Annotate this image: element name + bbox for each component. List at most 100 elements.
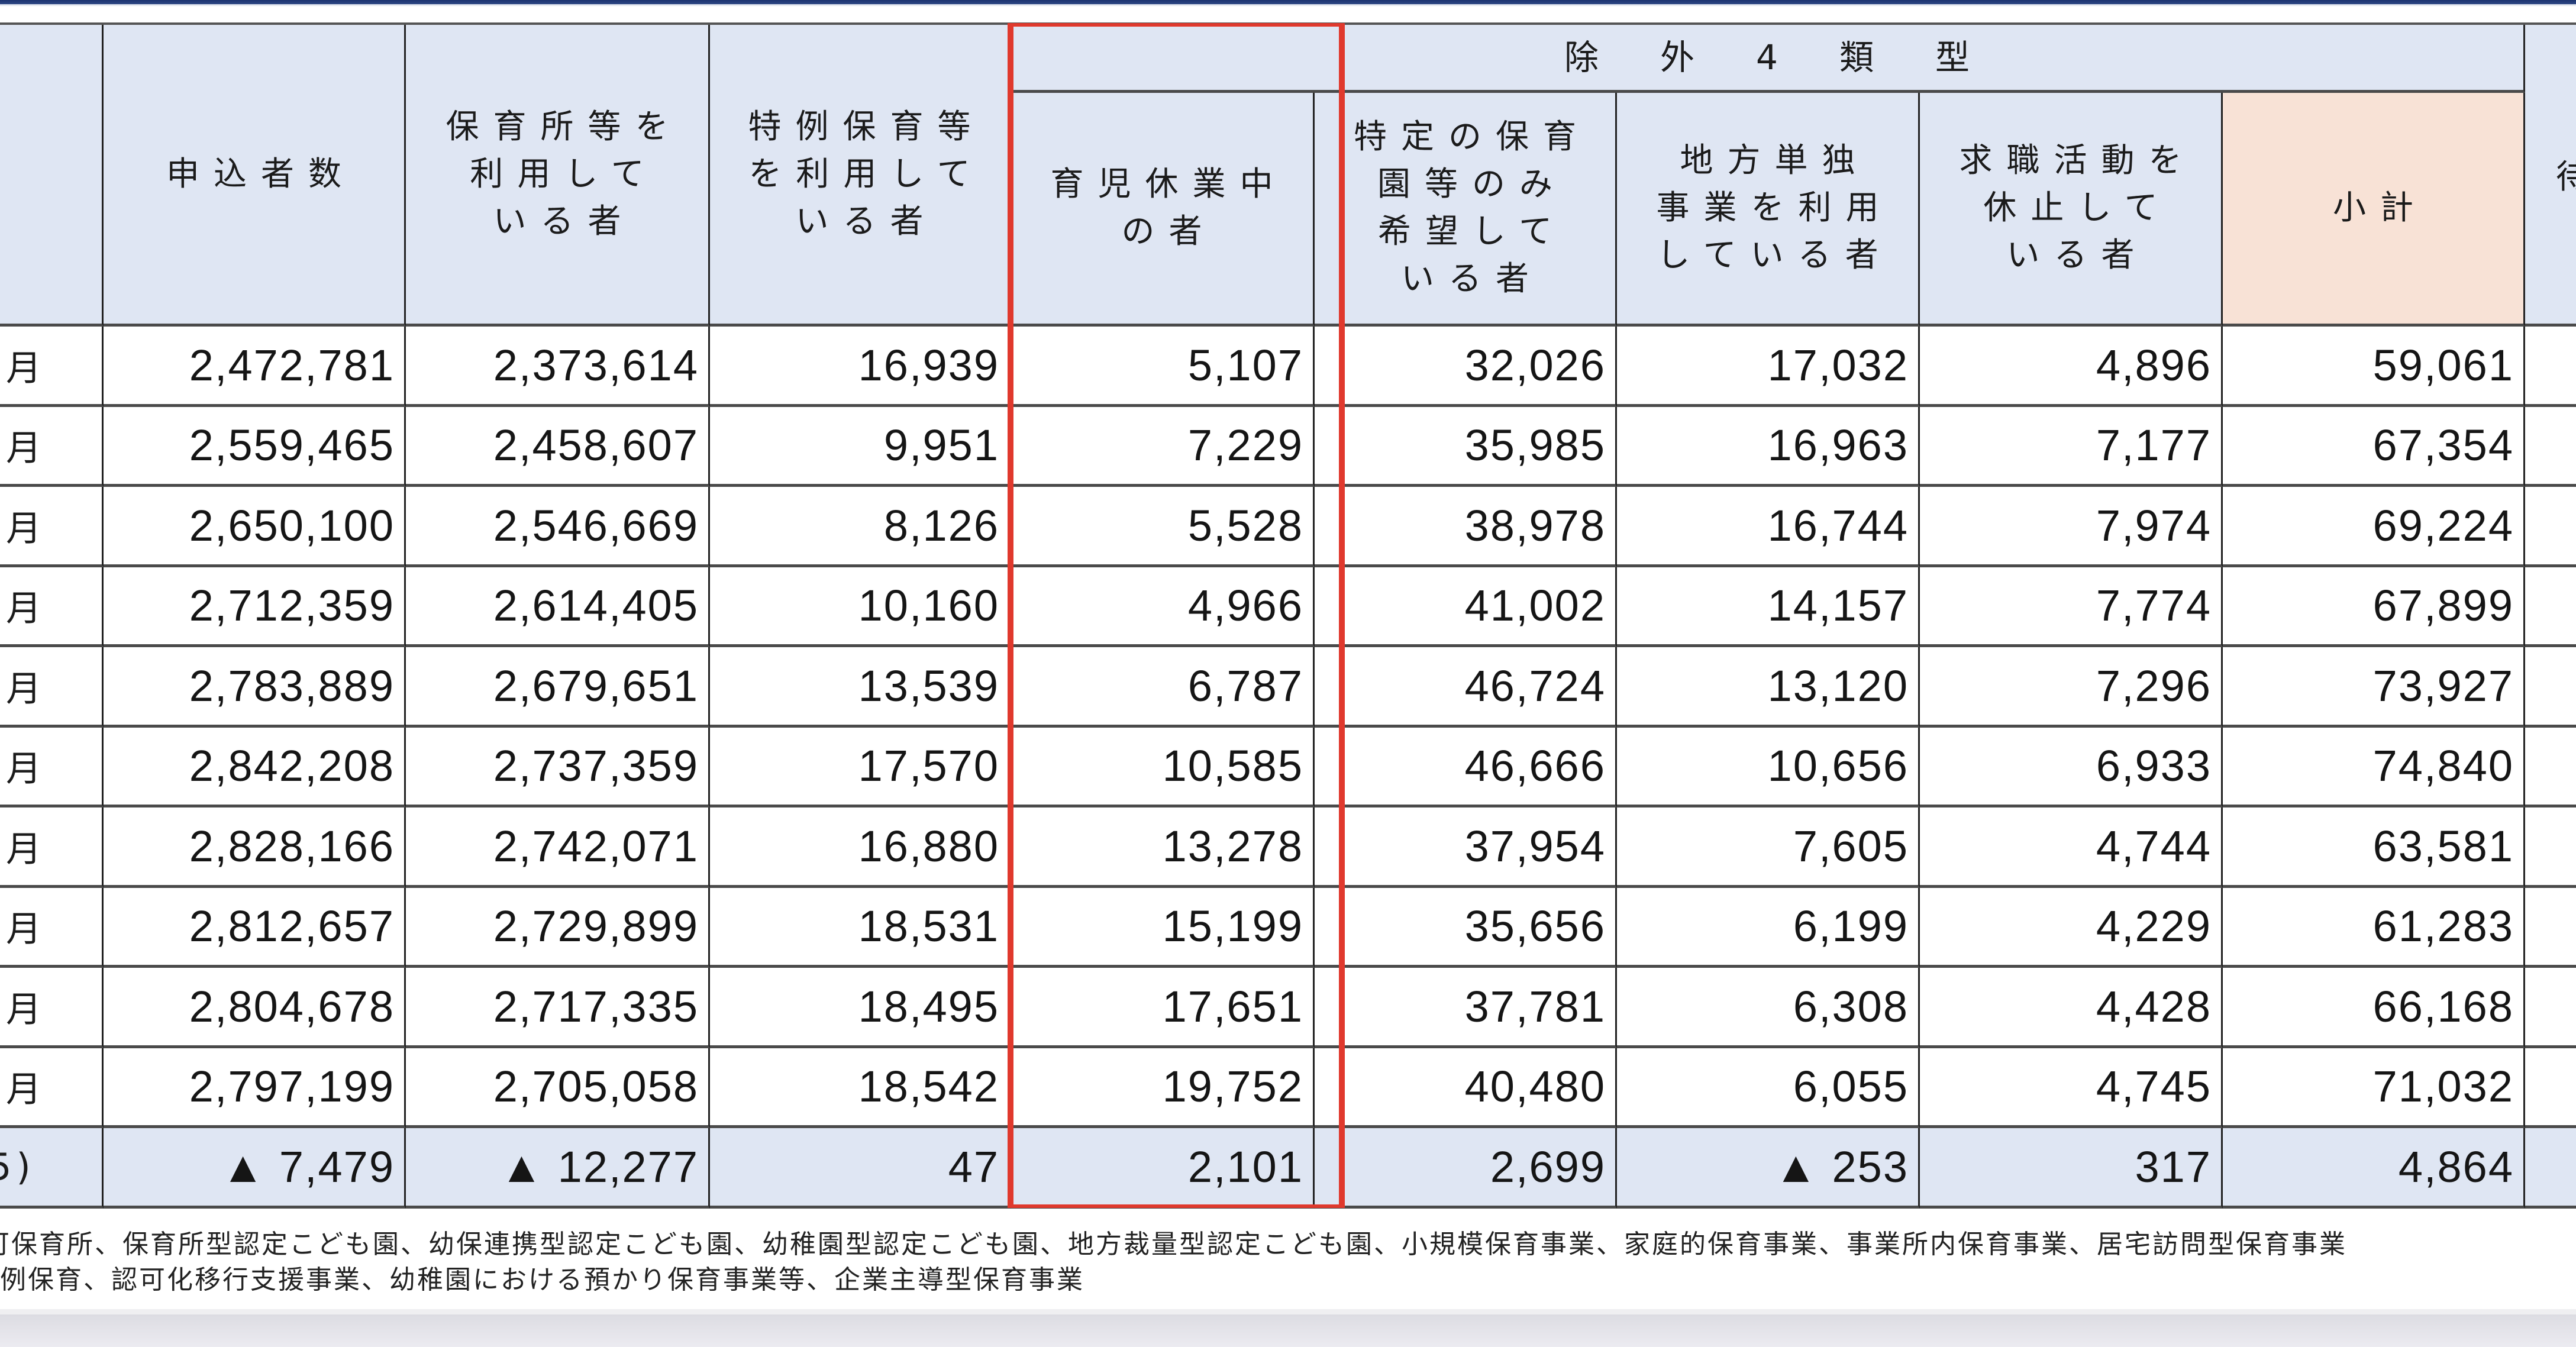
subtotal-cell: 66,168	[2223, 968, 2525, 1048]
header-line: いる者	[795, 202, 938, 241]
group-header-label: 除外4類型	[1564, 37, 2031, 77]
local-program-cell: 16,963	[1617, 406, 1920, 487]
using-facilities-cell: 2,729,899	[406, 887, 710, 968]
subtotal-cell: 69,224	[2223, 487, 2525, 567]
header-line: 待	[2556, 160, 2576, 195]
specific-facility-only-cell: 46,666	[1315, 727, 1617, 807]
waiting-children-cell	[2525, 807, 2576, 888]
header-line: 地方単独	[1680, 141, 1870, 180]
parental-leave-diff-cell: 2,101	[1011, 1128, 1315, 1209]
local-program-cell: 6,055	[1617, 1048, 1920, 1128]
subtotal-diff-cell: 4,864	[2223, 1128, 2525, 1209]
header-line: 小計	[2333, 189, 2427, 227]
header-specific-facility-only: 特定の保育 園等のみ 希望して いる者	[1315, 93, 1617, 327]
using-facilities-cell: 2,373,614	[406, 327, 710, 407]
month-label: 月	[0, 727, 104, 807]
applicants-cell: 2,797,199	[104, 1048, 406, 1128]
month-label: 月	[0, 567, 104, 647]
waiting-children-cell	[2525, 327, 2576, 407]
local-program-cell: 6,308	[1617, 968, 1920, 1048]
job-search-paused-cell: 4,744	[1920, 807, 2223, 888]
using-special-care-cell: 16,939	[710, 327, 1011, 407]
month-label: 月	[0, 487, 104, 567]
footnote-line-1: 可保育所、保育所型認定こども園、幼保連携型認定こども園、幼稚園型認定こども園、地…	[0, 1229, 2347, 1259]
job-search-paused-cell: 4,896	[1920, 327, 2223, 407]
header-line: 事業を利用	[1656, 189, 1893, 227]
parental-leave-cell: 5,528	[1011, 487, 1315, 567]
subtotal-cell: 61,283	[2223, 887, 2525, 968]
header-using-facilities: 保育所等を 利用して いる者	[406, 25, 710, 327]
waiting-children-cell	[2525, 406, 2576, 487]
applicants-cell: 2,783,889	[104, 647, 406, 728]
specific-facility-only-diff-cell: 2,699	[1315, 1128, 1617, 1209]
local-program-cell: 10,656	[1617, 727, 1920, 807]
header-applicants: 申込者数	[104, 25, 406, 327]
using-facilities-cell: 2,742,071	[406, 807, 710, 888]
month-label: 月	[0, 807, 104, 888]
using-special-care-cell: 17,570	[710, 727, 1011, 807]
waiting-children-cell	[2525, 968, 2576, 1048]
local-program-cell: 7,605	[1617, 807, 1920, 888]
specific-facility-only-cell: 37,781	[1315, 968, 1617, 1048]
month-label: 月	[0, 887, 104, 968]
applicants-cell: 2,472,781	[104, 327, 406, 407]
header-line: 休止して	[1983, 189, 2172, 227]
childcare-applicants-table: 申込者数 保育所等を 利用して いる者 特例保育等 を利用して いる者 除外4類…	[0, 22, 2576, 1209]
header-line: 申込者数	[166, 154, 356, 193]
header-line: 園等のみ	[1377, 165, 1567, 203]
using-special-care-cell: 8,126	[710, 487, 1011, 567]
waiting-children-cell	[2525, 487, 2576, 567]
using-special-care-cell: 10,160	[710, 567, 1011, 647]
applicants-cell: 2,804,678	[104, 968, 406, 1048]
header-month	[0, 25, 104, 327]
month-label: 月	[0, 1048, 104, 1128]
subtotal-cell: 67,354	[2223, 406, 2525, 487]
header-using-special-care: 特例保育等 を利用して いる者	[710, 25, 1011, 327]
waiting-children-cell	[2525, 887, 2576, 968]
specific-facility-only-cell: 40,480	[1315, 1048, 1617, 1128]
header-line: 希望して	[1377, 212, 1567, 251]
waiting-children-cell	[2525, 727, 2576, 807]
subtotal-cell: 59,061	[2223, 327, 2525, 407]
parental-leave-cell: 17,651	[1011, 968, 1315, 1048]
header-line: いる者	[2006, 236, 2149, 274]
job-search-paused-cell: 4,745	[1920, 1048, 2223, 1128]
using-special-care-cell: 16,880	[710, 807, 1011, 888]
using-special-care-cell: 18,531	[710, 887, 1011, 968]
job-search-paused-cell: 7,177	[1920, 406, 2223, 487]
waiting-children-cell	[2525, 567, 2576, 647]
parental-leave-cell: 4,966	[1011, 567, 1315, 647]
parental-leave-cell: 10,585	[1011, 727, 1315, 807]
header-group-excluded-4-types: 除外4類型	[1011, 25, 2525, 93]
header-line: の者	[1121, 212, 1216, 251]
header-line: 特例保育等	[748, 107, 985, 146]
top-bar-shadow	[0, 4, 2576, 7]
header-subtotal: 小計	[2223, 93, 2525, 327]
job-search-paused-cell: 7,296	[1920, 647, 2223, 728]
applicants-cell: 2,842,208	[104, 727, 406, 807]
header-line: いる者	[1401, 260, 1543, 298]
using-facilities-cell: 2,546,669	[406, 487, 710, 567]
header-line: を利用して	[748, 154, 984, 193]
specific-facility-only-cell: 41,002	[1315, 567, 1617, 647]
header-line: いる者	[493, 202, 635, 241]
using-facilities-diff-cell: ▲ 12,277	[406, 1128, 710, 1209]
subtotal-cell: 67,899	[2223, 567, 2525, 647]
specific-facility-only-cell: 37,954	[1315, 807, 1617, 888]
parental-leave-cell: 6,787	[1011, 647, 1315, 728]
header-line: 利用して	[470, 154, 658, 193]
applicants-cell: 2,712,359	[104, 567, 406, 647]
subtotal-cell: 63,581	[2223, 807, 2525, 888]
using-special-care-diff-cell: 47	[710, 1128, 1011, 1209]
parental-leave-cell: 13,278	[1011, 807, 1315, 888]
bottom-separator	[0, 1309, 2576, 1314]
waiting-children-cell	[2525, 1048, 2576, 1128]
specific-facility-only-cell: 32,026	[1315, 327, 1617, 407]
subtotal-cell: 71,032	[2223, 1048, 2525, 1128]
subtotal-cell: 74,840	[2223, 727, 2525, 807]
month-label: 月	[0, 968, 104, 1048]
local-program-cell: 6,199	[1617, 887, 1920, 968]
parental-leave-cell: 5,107	[1011, 327, 1315, 407]
header-line: している者	[1657, 236, 1893, 274]
window-top-bar	[0, 0, 2576, 4]
